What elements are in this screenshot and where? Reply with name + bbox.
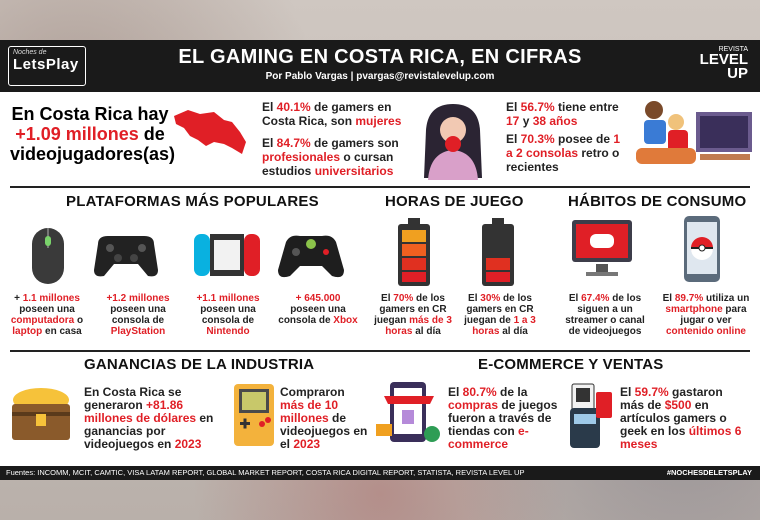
mouse-icon bbox=[32, 228, 64, 284]
platform-computer-text: + 1.1 millones poseen una computadora o … bbox=[10, 293, 84, 337]
byline: Por Pablo Vargas | pvargas@revistalevelu… bbox=[265, 71, 495, 82]
games-purchased-stat: Compraron más de 10 millones de videojue… bbox=[280, 385, 368, 451]
section-title-habitos: HÁBITOS DE CONSUMO bbox=[568, 193, 747, 210]
smartphone-pokeball-icon bbox=[684, 216, 720, 282]
section-title-ecommerce: E-COMMERCE Y VENTAS bbox=[478, 356, 664, 373]
page-title: EL GAMING EN COSTA RICA, EN CIFRAS bbox=[178, 46, 582, 68]
ecommerce-stat: El 80.7% de la compras de juegos fueron … bbox=[448, 385, 558, 451]
handheld-console-icon bbox=[234, 384, 274, 446]
divider bbox=[10, 186, 750, 188]
levelup-logo: REVISTA LEVEL UP bbox=[699, 46, 748, 82]
consoles-stat: El 70.3% posee de 1 a 2 consolas retro o… bbox=[506, 132, 621, 174]
sources-text: Fuentes: INCOMM, MCIT, CAMTIC, VISA LATA… bbox=[6, 468, 525, 477]
playstation-controller-icon bbox=[94, 236, 158, 277]
section-title-ganancias: GANANCIAS DE LA INDUSTRIA bbox=[84, 356, 315, 373]
divider bbox=[10, 350, 750, 352]
platform-nintendo-text: +1.1 millones poseen una consola de Nint… bbox=[196, 293, 260, 337]
age-stat: El 56.7% tiene entre 17 y 38 años bbox=[506, 100, 619, 128]
battery-low-icon bbox=[482, 218, 514, 286]
platform-xbox-text: + 645.000 poseen una consola de Xbox bbox=[278, 293, 358, 326]
xbox-controller-icon bbox=[278, 235, 344, 278]
treasure-chest-icon bbox=[12, 388, 70, 440]
habit-smartphone-text: El 89.7% utiliza un smartphone para juga… bbox=[662, 293, 750, 337]
section-title-horas: HORAS DE JUEGO bbox=[385, 193, 524, 210]
card-terminal-icon bbox=[570, 383, 612, 448]
revenue-stat: En Costa Rica se generaron +81.86 millon… bbox=[84, 385, 214, 451]
battery-full-icon bbox=[398, 218, 430, 286]
platform-playstation-text: +1.2 millones poseen una consola de Play… bbox=[106, 293, 170, 337]
gender-stat: El 40.1% de gamers en Costa Rica, son mu… bbox=[262, 100, 402, 128]
header: Noches de LetsPlay EL GAMING EN COSTA RI… bbox=[0, 40, 760, 92]
section-title-plataformas: PLATAFORMAS MÁS POPULARES bbox=[66, 193, 319, 210]
education-stat: El 84.7% de gamers son profesionales o c… bbox=[262, 136, 399, 178]
gamer-girl-icon bbox=[424, 104, 482, 180]
online-store-icon bbox=[376, 382, 440, 442]
streaming-monitor-icon bbox=[572, 220, 632, 276]
hours-1-3-text: El 30% de los gamers en CR juegan de 1 a… bbox=[464, 293, 536, 337]
hashtag: #NOCHESDELETSPLAY bbox=[666, 468, 752, 477]
footer: Fuentes: INCOMM, MCIT, CAMTIC, VISA LATA… bbox=[0, 466, 760, 480]
kids-gaming-icon bbox=[636, 101, 752, 164]
costa-rica-map-icon bbox=[174, 110, 246, 154]
hero-stat: En Costa Rica hay +1.09 millones de vide… bbox=[10, 104, 176, 164]
letsplay-logo: Noches de LetsPlay bbox=[8, 46, 86, 86]
nintendo-switch-icon bbox=[194, 234, 260, 276]
habit-streamer-text: El 67.4% de los siguen a un streamer o c… bbox=[565, 293, 645, 337]
hours-more-3-text: El 70% de los gamers en CR juegan más de… bbox=[374, 293, 452, 337]
spending-stat: El 59.7% gastaron más de $500 en artícul… bbox=[620, 385, 742, 451]
